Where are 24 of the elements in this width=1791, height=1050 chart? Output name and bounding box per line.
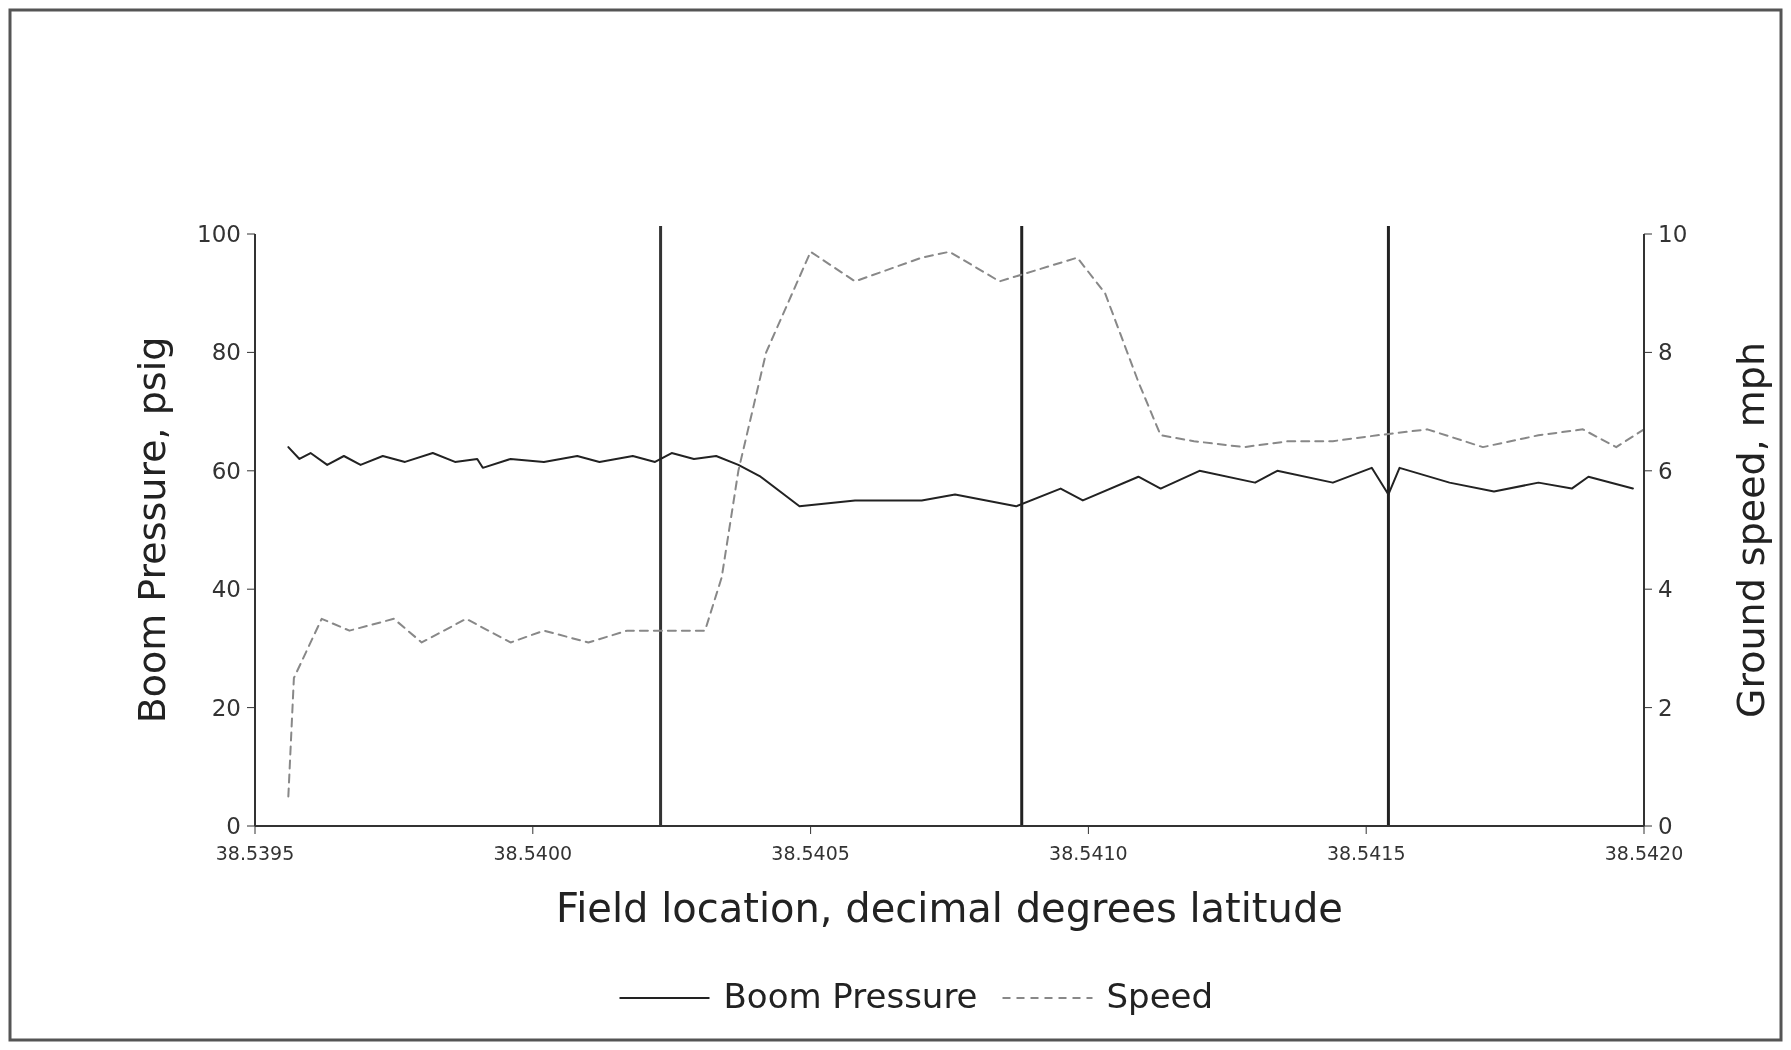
legend-label: Speed	[1106, 976, 1214, 1016]
y2-tick-label: 8	[1658, 339, 1673, 366]
x-tick-label: 38.5410	[1049, 842, 1128, 864]
y-tick-label: 60	[211, 457, 241, 484]
y2-tick-label: 6	[1658, 457, 1673, 484]
y2-tick-label: 0	[1658, 813, 1673, 839]
y2-tick-label: 10	[1658, 221, 1688, 247]
x-tick-label: 38.5400	[493, 842, 573, 864]
y-tick-label: 100	[197, 221, 241, 247]
x-tick-label: 38.5415	[1326, 842, 1406, 864]
y-tick-label: 20	[211, 694, 241, 721]
legend-label: Boom Pressure	[723, 976, 978, 1016]
x-axis-title: Field location, decimal degrees latitude	[556, 885, 1343, 931]
y-tick-label: 40	[211, 576, 241, 603]
x-tick-label: 38.5395	[215, 842, 295, 864]
y2-axis-title: Ground speed, mph	[1729, 341, 1773, 719]
y2-tick-label: 4	[1658, 576, 1673, 603]
y-tick-label: 80	[211, 339, 241, 366]
y-axis-title: Boom Pressure, psig	[130, 336, 174, 724]
y-tick-label: 0	[226, 813, 241, 839]
y2-tick-label: 2	[1658, 694, 1673, 721]
x-tick-label: 38.5405	[771, 842, 850, 864]
line-series	[287, 250, 1645, 798]
x-tick-label: 38.5420	[1604, 842, 1684, 864]
